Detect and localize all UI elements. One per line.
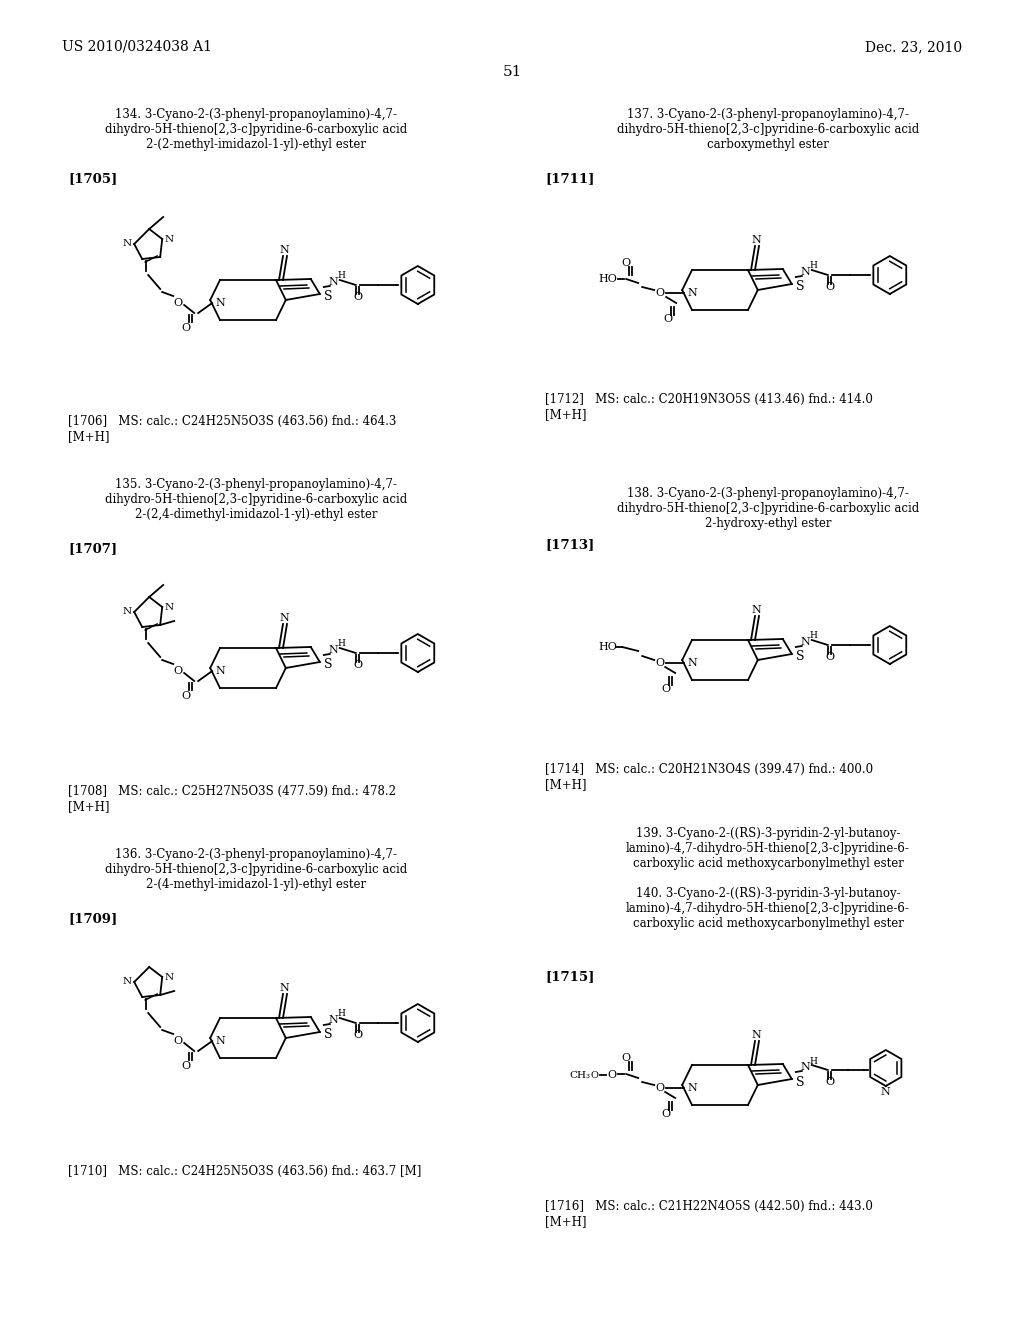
Text: O: O <box>353 1030 362 1040</box>
Text: N: N <box>165 973 174 982</box>
Text: Dec. 23, 2010: Dec. 23, 2010 <box>865 40 962 54</box>
Text: O: O <box>825 652 835 663</box>
Text: 51: 51 <box>503 65 521 79</box>
Text: [1711]: [1711] <box>545 172 594 185</box>
Text: O: O <box>655 288 665 298</box>
Text: O: O <box>655 1082 665 1093</box>
Text: O: O <box>825 1077 835 1086</box>
Text: O: O <box>655 657 665 668</box>
Text: S: S <box>796 1076 804 1089</box>
Text: O: O <box>181 323 190 333</box>
Text: [1707]: [1707] <box>68 543 117 554</box>
Text: S: S <box>324 1028 332 1041</box>
Text: N: N <box>687 288 697 298</box>
Text: [1709]: [1709] <box>68 912 118 925</box>
Text: O: O <box>622 1053 631 1063</box>
Text: N: N <box>687 657 697 668</box>
Text: S: S <box>796 651 804 664</box>
Text: N: N <box>165 602 174 611</box>
Text: O: O <box>181 690 190 701</box>
Text: O: O <box>181 1061 190 1071</box>
Text: N: N <box>123 239 132 248</box>
Text: N: N <box>280 246 289 255</box>
Text: S: S <box>324 290 332 304</box>
Text: [1716]   MS: calc.: C21H22N4O5S (442.50) fnd.: 443.0
[M+H]: [1716] MS: calc.: C21H22N4O5S (442.50) f… <box>545 1200 872 1228</box>
Text: O: O <box>825 282 835 292</box>
Text: [1708]   MS: calc.: C25H27N5O3S (477.59) fnd.: 478.2
[M+H]: [1708] MS: calc.: C25H27N5O3S (477.59) f… <box>68 785 396 813</box>
Text: O: O <box>174 298 182 308</box>
Text: 134. 3-Cyano-2-(3-phenyl-propanoylamino)-4,7-
dihydro-5H-thieno[2,3-c]pyridine-6: 134. 3-Cyano-2-(3-phenyl-propanoylamino)… <box>104 108 408 150</box>
Text: N: N <box>329 1015 339 1026</box>
Text: [1713]: [1713] <box>545 539 594 550</box>
Text: 135. 3-Cyano-2-(3-phenyl-propanoylamino)-4,7-
dihydro-5H-thieno[2,3-c]pyridine-6: 135. 3-Cyano-2-(3-phenyl-propanoylamino)… <box>104 478 408 521</box>
Text: O: O <box>662 1109 671 1119</box>
Text: O: O <box>662 684 671 694</box>
Text: H: H <box>810 1056 818 1065</box>
Text: 138. 3-Cyano-2-(3-phenyl-propanoylamino)-4,7-
dihydro-5H-thieno[2,3-c]pyridine-6: 138. 3-Cyano-2-(3-phenyl-propanoylamino)… <box>616 487 920 531</box>
Text: N: N <box>801 1063 811 1072</box>
Text: [1706]   MS: calc.: C24H25N5O3S (463.56) fnd.: 464.3
[M+H]: [1706] MS: calc.: C24H25N5O3S (463.56) f… <box>68 414 396 444</box>
Text: N: N <box>280 612 289 623</box>
Text: N: N <box>215 1036 225 1045</box>
Text: S: S <box>324 659 332 672</box>
Text: S: S <box>796 281 804 293</box>
Text: H: H <box>338 272 346 281</box>
Text: H: H <box>810 261 818 271</box>
Text: N: N <box>801 638 811 647</box>
Text: O: O <box>664 314 673 323</box>
Text: N: N <box>329 277 339 286</box>
Text: N: N <box>123 607 132 616</box>
Text: [1715]: [1715] <box>545 970 594 983</box>
Text: N: N <box>687 1082 697 1093</box>
Text: N: N <box>215 298 225 308</box>
Text: N: N <box>329 645 339 655</box>
Text: N: N <box>801 267 811 277</box>
Text: O: O <box>174 667 182 676</box>
Text: N: N <box>215 667 225 676</box>
Text: US 2010/0324038 A1: US 2010/0324038 A1 <box>62 40 212 54</box>
Text: O: O <box>174 1036 182 1045</box>
Text: N: N <box>752 1030 761 1040</box>
Text: H: H <box>338 1010 346 1019</box>
Text: H: H <box>338 639 346 648</box>
Text: O: O <box>353 292 362 302</box>
Text: HO: HO <box>598 275 617 284</box>
Text: 139. 3-Cyano-2-((RS)-3-pyridin-2-yl-butanoy-
lamino)-4,7-dihydro-5H-thieno[2,3-c: 139. 3-Cyano-2-((RS)-3-pyridin-2-yl-buta… <box>626 828 910 931</box>
Text: H: H <box>810 631 818 640</box>
Text: N: N <box>165 235 174 243</box>
Text: O: O <box>622 257 631 268</box>
Text: O: O <box>353 660 362 671</box>
Text: N: N <box>280 983 289 993</box>
Text: N: N <box>881 1086 891 1097</box>
Text: N: N <box>752 605 761 615</box>
Text: [1712]   MS: calc.: C20H19N3O5S (413.46) fnd.: 414.0
[M+H]: [1712] MS: calc.: C20H19N3O5S (413.46) f… <box>545 393 872 421</box>
Text: O: O <box>607 1071 616 1080</box>
Text: N: N <box>123 978 132 986</box>
Text: N: N <box>752 235 761 246</box>
Text: HO: HO <box>598 642 617 652</box>
Text: [1710]   MS: calc.: C24H25N5O3S (463.56) fnd.: 463.7 [M]: [1710] MS: calc.: C24H25N5O3S (463.56) f… <box>68 1166 421 1177</box>
Text: CH₃: CH₃ <box>569 1071 591 1080</box>
Text: [1714]   MS: calc.: C20H21N3O4S (399.47) fnd.: 400.0
[M+H]: [1714] MS: calc.: C20H21N3O4S (399.47) f… <box>545 763 873 791</box>
Text: O: O <box>590 1071 598 1080</box>
Text: 136. 3-Cyano-2-(3-phenyl-propanoylamino)-4,7-
dihydro-5H-thieno[2,3-c]pyridine-6: 136. 3-Cyano-2-(3-phenyl-propanoylamino)… <box>104 847 408 891</box>
Text: 137. 3-Cyano-2-(3-phenyl-propanoylamino)-4,7-
dihydro-5H-thieno[2,3-c]pyridine-6: 137. 3-Cyano-2-(3-phenyl-propanoylamino)… <box>616 108 920 150</box>
Text: [1705]: [1705] <box>68 172 118 185</box>
